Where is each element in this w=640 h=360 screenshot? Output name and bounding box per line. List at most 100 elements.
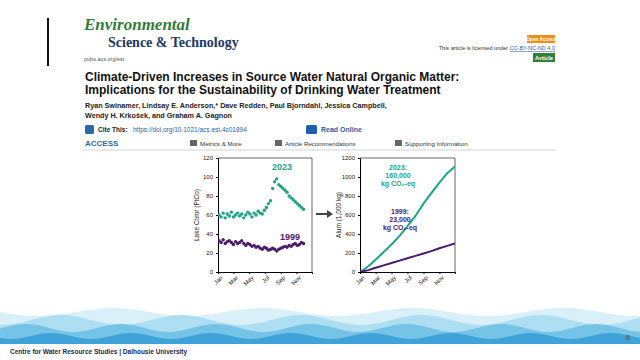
- point: [285, 191, 288, 194]
- point: [254, 213, 257, 216]
- annotation: 23,000: [389, 216, 411, 224]
- annotation: kg CO₂-eq: [381, 180, 415, 188]
- point: [265, 206, 268, 209]
- open-access-badge: Open Access: [527, 37, 556, 42]
- x-tick-label: Jan: [213, 275, 224, 286]
- article-badge: Article: [535, 55, 554, 61]
- point: [242, 216, 245, 219]
- authors: Ryan Swinamer, Lindsay E. Anderson,* Dav…: [85, 101, 387, 110]
- y-tick-label: 40: [206, 231, 213, 237]
- y-tick-label: 20: [206, 250, 213, 256]
- point: [302, 208, 305, 211]
- read-online-link[interactable]: Read Online: [321, 126, 362, 133]
- x-tick: Sep: [275, 272, 287, 286]
- y-tick-label: 1000: [342, 174, 356, 180]
- y-tick-mark: [216, 253, 218, 254]
- point: [244, 213, 247, 216]
- y-tick: 40: [206, 231, 218, 237]
- badge: [533, 53, 555, 62]
- plot-marks: [360, 167, 455, 272]
- point: [273, 180, 276, 183]
- read-online-icon: [306, 125, 317, 134]
- paper-info: Climate-Driven Increases in Source Water…: [83, 70, 556, 150]
- link-icon: [395, 140, 402, 146]
- chart: JanMarMayJulSepNov020040060080010001200A…: [335, 155, 456, 286]
- point: [232, 243, 235, 246]
- footer-text: Centre for Water Resource Studies | Dalh…: [10, 348, 188, 356]
- x-tick: Jan: [355, 272, 366, 286]
- cite-label: Cite This:: [98, 126, 128, 133]
- series-label: 1999: [280, 232, 300, 242]
- footer-waves: [0, 308, 640, 344]
- x-tick-label: Mar: [227, 275, 239, 287]
- y-tick-label: 600: [345, 212, 356, 218]
- cite-icon: [85, 125, 94, 134]
- slide: EnvironmentalScience & Technologypubs.ac…: [0, 0, 640, 360]
- y-axis-title: Alum (1,000 kg): [335, 192, 343, 238]
- accent-bar: [47, 18, 49, 66]
- doi-link[interactable]: https://doi.org/10.1021/acs.est.4c01894: [133, 126, 247, 134]
- x-tick-label: Nov: [433, 275, 445, 287]
- arrow: [316, 210, 333, 218]
- access-link[interactable]: Article Recommendations: [285, 140, 356, 147]
- access-link[interactable]: Metrics & More: [200, 140, 242, 147]
- wave: [0, 333, 640, 344]
- y-tick-label: 1200: [342, 155, 356, 161]
- point: [302, 242, 305, 245]
- x-axis-line: [219, 273, 313, 275]
- x-tick-label: May: [385, 275, 397, 287]
- license-line: This article is licensed under CC-BY-NC-…: [439, 45, 555, 51]
- x-tick: Jan: [213, 272, 224, 286]
- y-tick: 0: [352, 269, 360, 275]
- x-axis-line: [361, 273, 456, 275]
- line: [360, 167, 455, 272]
- y-tick-label: 0: [352, 269, 356, 275]
- wave: [0, 315, 640, 344]
- authors: Wendy H. Krkošek, and Graham A. Gagnon: [85, 111, 232, 120]
- series-label: 2023: [272, 162, 292, 172]
- journal-name: Environmental: [83, 15, 190, 34]
- point: [248, 212, 251, 215]
- point: [219, 241, 222, 244]
- y-tick-label: 800: [345, 193, 356, 199]
- access-link[interactable]: Supporting Information: [405, 140, 468, 147]
- point: [250, 215, 253, 218]
- x-tick: Sep: [417, 272, 429, 286]
- background: [0, 0, 640, 360]
- page-number: 8: [626, 333, 631, 342]
- y-tick-mark: [358, 177, 360, 178]
- footer-band: [0, 344, 640, 360]
- y-tick-mark: [216, 215, 218, 216]
- x-tick-mark: [233, 272, 234, 274]
- y-tick-mark: [216, 196, 218, 197]
- x-tick-mark: [376, 272, 377, 274]
- point: [240, 239, 243, 242]
- y-axis: 020040060080010001200: [342, 155, 361, 275]
- chart: JanMarMayJulSepNov020406080100120Lake Co…: [193, 155, 313, 286]
- x-tick-mark: [249, 272, 250, 274]
- y-axis-title: Lake Color (PtCo): [193, 189, 201, 241]
- journal-url: pubs.acs.org/est: [84, 56, 125, 62]
- y-tick-mark: [358, 234, 360, 235]
- x-tick-label: Mar: [370, 275, 382, 287]
- annotation: kg CO₂-eq: [383, 224, 417, 232]
- x-tick: May: [242, 272, 254, 287]
- badge: [527, 35, 555, 43]
- x-tick: Nov: [290, 272, 302, 286]
- x-tick-label: Jul: [261, 275, 271, 285]
- x-tick-mark: [265, 272, 266, 274]
- x-tick: Jul: [261, 272, 271, 284]
- y-tick-label: 120: [203, 155, 214, 161]
- y-tick: 60: [206, 212, 218, 218]
- line: [360, 244, 455, 273]
- journal-header: EnvironmentalScience & Technologypubs.ac…: [83, 15, 556, 62]
- x-tick: Mar: [227, 272, 239, 286]
- x-tick-mark: [297, 272, 298, 274]
- link-icon: [190, 140, 197, 146]
- license-link[interactable]: CC-BY-NC-ND 4.0: [510, 45, 555, 51]
- frame: [312, 158, 313, 272]
- y-tick-mark: [358, 253, 360, 254]
- point: [221, 238, 224, 241]
- paper-title: Climate-Driven Increases in Source Water…: [85, 70, 459, 84]
- point: [261, 212, 264, 215]
